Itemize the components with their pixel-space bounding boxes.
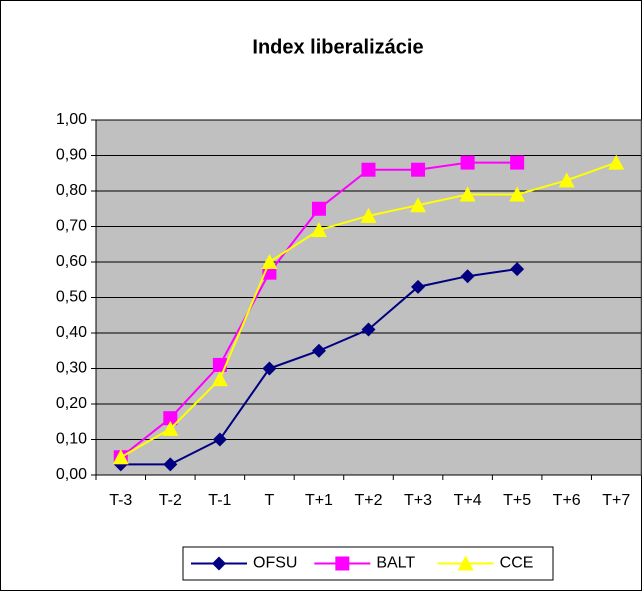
y-tick-label: 0,70 — [56, 218, 87, 235]
data-point — [310, 222, 327, 238]
y-tick-label: 0,80 — [56, 182, 87, 199]
data-point — [411, 279, 426, 294]
legend-label: BALT — [376, 555, 415, 572]
data-point — [361, 162, 376, 177]
legend-label: OFSU — [253, 555, 297, 572]
y-tick-label: 0,50 — [56, 289, 87, 306]
y-tick-label: 0,40 — [56, 324, 87, 341]
y-tick-label: 0,00 — [56, 466, 87, 483]
x-tick-label: T+5 — [503, 492, 531, 509]
data-point — [360, 207, 377, 223]
data-point — [311, 343, 326, 358]
data-point — [459, 186, 476, 202]
data-point — [410, 197, 427, 213]
x-tick-label: T+2 — [354, 492, 382, 509]
x-tick-label: T+1 — [305, 492, 333, 509]
legend-marker — [212, 556, 226, 571]
data-point — [162, 420, 179, 436]
legend-label: CCE — [500, 555, 534, 572]
data-point — [112, 449, 129, 465]
y-tick-label: 1,00 — [56, 111, 87, 128]
data-point — [608, 154, 625, 170]
data-point — [558, 172, 575, 188]
x-tick-label: T+3 — [404, 492, 432, 509]
data-point — [361, 322, 376, 337]
data-point — [509, 186, 526, 202]
x-tick-label: T+7 — [602, 492, 630, 509]
data-point — [411, 162, 426, 177]
x-tick-label: T+4 — [454, 492, 482, 509]
x-tick-label: T-1 — [208, 492, 231, 509]
data-point — [211, 371, 228, 387]
legend-marker — [457, 555, 474, 571]
y-tick-label: 0,20 — [56, 395, 87, 412]
y-tick-label: 0,10 — [56, 431, 87, 448]
x-tick-label: T — [265, 492, 275, 509]
data-point — [163, 457, 178, 472]
data-point — [261, 254, 278, 269]
data-point — [510, 262, 525, 277]
x-tick-label: T+6 — [553, 492, 581, 509]
chart-title: Index liberalizácie — [252, 36, 423, 58]
x-tick-label: T-3 — [109, 492, 132, 509]
data-point — [311, 201, 326, 216]
y-tick-label: 0,60 — [56, 253, 87, 270]
data-point — [460, 269, 475, 284]
y-tick-label: 0,30 — [56, 360, 87, 377]
legend-marker — [335, 556, 350, 571]
x-tick-label: T-2 — [159, 492, 182, 509]
y-tick-label: 0,90 — [56, 147, 87, 164]
data-point — [460, 155, 475, 170]
data-point — [510, 155, 525, 170]
data-point — [163, 411, 178, 426]
data-point — [212, 432, 227, 447]
data-point — [262, 361, 277, 376]
